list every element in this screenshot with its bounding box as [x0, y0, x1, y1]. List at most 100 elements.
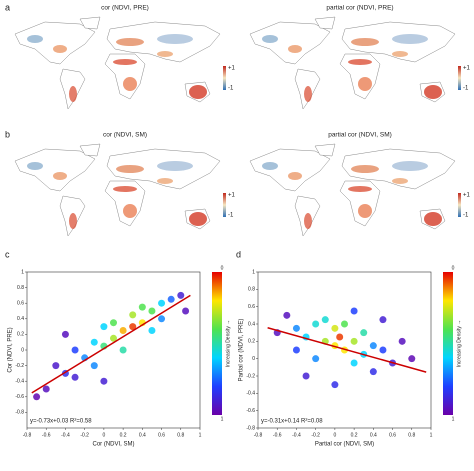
point [148, 307, 156, 315]
point [379, 346, 387, 354]
y-tick-label: -0.8 [246, 425, 255, 431]
map-colorbar [223, 193, 226, 217]
point [302, 372, 310, 380]
point [167, 295, 175, 303]
colorbar-label: +1 [463, 66, 471, 72]
world-map [14, 143, 221, 237]
y-tick-label: -0.8 [15, 410, 24, 416]
plot-frame [257, 271, 432, 429]
x-tick-label: 0.6 [389, 432, 396, 438]
point [312, 355, 320, 363]
map-title: partial cor (NDVI, PRE) [326, 5, 393, 12]
map-title: partial cor (NDVI, SM) [328, 132, 392, 139]
point [331, 381, 339, 389]
x-tick-label: -0.6 [273, 432, 282, 438]
point [52, 362, 60, 370]
fit-line [267, 327, 427, 373]
x-tick-label: -0.2 [80, 432, 89, 438]
colorbar-label: -1 [463, 86, 469, 92]
point [158, 315, 166, 323]
point [71, 373, 79, 381]
map-colorbar [223, 66, 226, 90]
density-colorbar [443, 272, 453, 415]
point [350, 307, 358, 315]
y-axis-label: Partial cor (NDVI, PRE) [239, 319, 245, 382]
fit-line [31, 294, 191, 394]
world-map [14, 16, 221, 110]
point [138, 303, 146, 311]
x-tick-label: 0.2 [120, 432, 127, 438]
colorbar-label: Increasing Density → [456, 320, 462, 368]
x-tick-label: -0.8 [254, 432, 263, 438]
point [100, 323, 108, 331]
y-tick-label: 0 [21, 347, 24, 353]
annotation: y=-0.31x+0.14 R²=0.08 [261, 419, 323, 425]
y-tick-label: 0.8 [17, 285, 24, 291]
point [129, 323, 137, 331]
colorbar-label: +1 [228, 66, 236, 72]
point [90, 362, 98, 370]
y-tick-label: 0.4 [248, 321, 255, 327]
point [398, 337, 406, 345]
x-tick-label: 0.2 [351, 432, 358, 438]
point [369, 342, 377, 350]
point [119, 346, 127, 354]
point [408, 355, 416, 363]
point [158, 299, 166, 307]
point [33, 393, 41, 401]
point [321, 316, 329, 324]
y-tick-label: 0.2 [17, 332, 24, 338]
x-axis-label: Partial cor (NDVI, SM) [315, 442, 374, 448]
y-tick-label: -0.6 [246, 408, 255, 414]
y-tick-label: -0.4 [15, 379, 24, 385]
x-tick-label: -0.2 [311, 432, 320, 438]
y-tick-label: -0.6 [15, 394, 24, 400]
x-tick-label: -0.8 [23, 432, 32, 438]
x-tick-label: 0 [333, 432, 336, 438]
y-tick-label: -0.2 [15, 363, 24, 369]
x-tick-label: -0.4 [61, 432, 70, 438]
point [110, 334, 117, 342]
point [292, 324, 300, 332]
point [350, 359, 358, 367]
point [148, 327, 156, 334]
point [331, 324, 339, 332]
y-axis-label: Cor (NDVI, PRE) [8, 327, 14, 372]
point [283, 311, 291, 319]
x-tick-label: 0.8 [408, 432, 415, 438]
colorbar-label: -1 [228, 86, 234, 92]
x-tick-label: 0 [102, 432, 105, 438]
y-tick-label: 0.6 [17, 301, 24, 307]
colorbar-label: +1 [463, 193, 471, 199]
y-tick-label: 0.4 [17, 316, 24, 322]
x-tick-label: -0.4 [292, 432, 301, 438]
point [369, 368, 377, 376]
plot-frame [26, 271, 201, 429]
point [119, 327, 127, 334]
map-colorbar [458, 66, 461, 90]
x-tick-label: 1 [430, 432, 433, 438]
scatter-panels: c -0.8 -0.6 -0.4 -0.2 0 0.2 0.4 0.6 0.8 1 -0.8 -0.6 -… [5, 249, 462, 447]
map-title: cor (NDVI, SM) [103, 132, 147, 139]
point [341, 320, 348, 328]
y-tick-label: 0.6 [248, 304, 255, 310]
y-tick-label: 0.8 [248, 287, 255, 293]
point [42, 385, 50, 393]
panel-label: b [5, 129, 10, 139]
colorbar-tick-label: 1 [452, 416, 455, 422]
y-tick-label: 1 [21, 269, 24, 275]
x-tick-label: 0.6 [158, 432, 165, 438]
point [182, 307, 190, 315]
colorbar-tick-label: 1 [221, 416, 224, 422]
y-tick-label: 0 [252, 356, 255, 362]
point [110, 319, 117, 327]
panel-label: c [5, 249, 10, 259]
x-tick-label: 0.4 [139, 432, 146, 438]
y-tick-label: 0.2 [248, 339, 255, 345]
point [312, 320, 320, 328]
point [129, 311, 137, 319]
density-colorbar [212, 272, 222, 415]
point [336, 333, 344, 341]
y-tick-label: -0.4 [246, 391, 255, 397]
